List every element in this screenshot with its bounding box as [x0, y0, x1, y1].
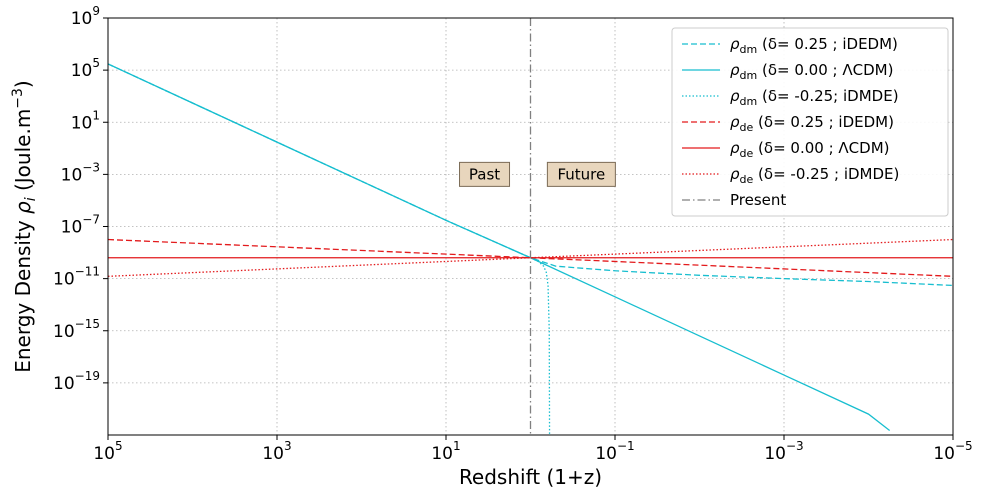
- annotation-label-past: Past: [469, 165, 500, 183]
- series-line-de-5: [108, 238, 953, 277]
- x-tick-label: 105: [93, 439, 122, 464]
- x-tick-label: 10−1: [595, 439, 634, 464]
- legend-entry-label: ρde (δ= -0.25 ; iDMDE): [730, 165, 899, 186]
- annotation-box-past: [459, 161, 511, 187]
- y-tick-label: 10−11: [53, 265, 100, 290]
- legend-box: [671, 27, 949, 217]
- x-axis-title: Redshift (1+z): [459, 465, 602, 488]
- y-axis-title: Energy Density ρi (Joule.m−3): [10, 80, 39, 373]
- legend-entry-label: ρde (δ= 0.00 ; ΛCDM): [730, 139, 889, 160]
- x-tick-label: 10−5: [933, 439, 972, 464]
- series-line-de-3: [108, 238, 953, 277]
- legend-entry-label: Present: [730, 191, 786, 209]
- x-tick-label: 10−3: [764, 439, 803, 464]
- y-tick-label: 10−7: [61, 213, 100, 238]
- y-tick-label: 10−19: [53, 369, 100, 394]
- y-tick-label: 101: [71, 108, 100, 133]
- y-tick-label: 105: [71, 56, 100, 81]
- legend: ρdm (δ= 0.25 ; iDEDM) ρdm (δ= 0.00 ; ΛCDM…: [671, 27, 949, 217]
- legend-entry-label: ρde (δ= 0.25 ; iDEDM): [730, 113, 894, 134]
- series-line-dm-2: [108, 63, 551, 435]
- region-annotations: Past Future: [459, 161, 616, 187]
- legend-entry-label: ρdm (δ= -0.25; iDMDE): [730, 87, 899, 108]
- y-tick-label: 10−15: [53, 317, 100, 342]
- legend-entry-label: ρdm (δ= 0.25 ; iDEDM): [730, 35, 898, 56]
- series-line-dm-0: [108, 63, 953, 287]
- annotation-label-future: Future: [557, 165, 605, 183]
- x-tick-label: 103: [262, 439, 291, 464]
- x-tick-label: 101: [431, 439, 460, 464]
- axis-ticks: 105 103 101 10−1 10−3 10−5 109 105 101 10−3 10−7 10…: [53, 4, 973, 464]
- y-tick-label: 10−3: [61, 160, 100, 185]
- annotation-box-future: [546, 161, 616, 187]
- legend-entry-label: ρdm (δ= 0.00 ; ΛCDM): [730, 61, 893, 82]
- y-tick-label: 109: [71, 4, 100, 29]
